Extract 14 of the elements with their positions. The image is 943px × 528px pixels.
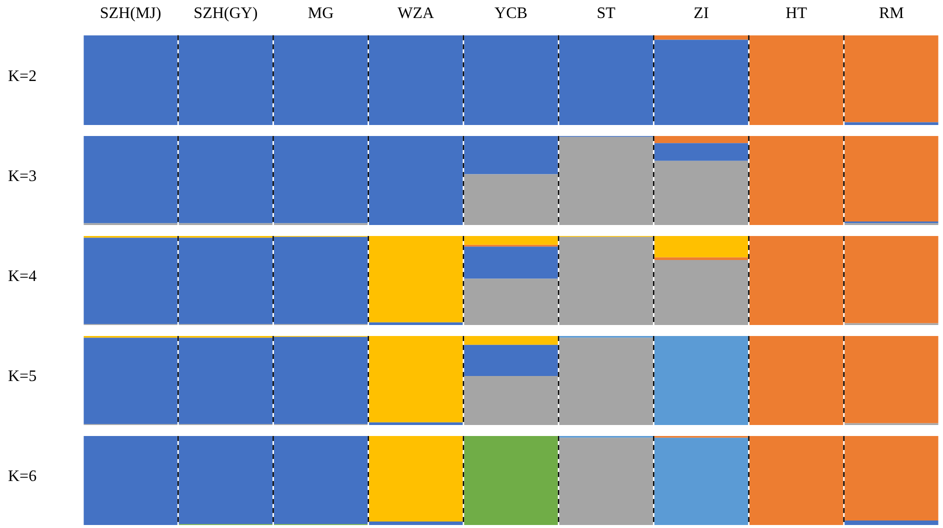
y-axis-title: K=6: [7, 468, 38, 486]
x-tick-label: MG: [308, 4, 334, 22]
x-tick-label: SZH(GY): [194, 4, 258, 22]
x-tick-label: HT: [786, 4, 808, 22]
y-axis-title: K=2: [7, 66, 38, 86]
x-tick-label: ZI: [694, 4, 709, 22]
y-axis-title: K=4: [7, 268, 38, 286]
x-tick-label: ST: [596, 4, 616, 22]
x-tick-label: YCB: [494, 4, 528, 22]
x-tick-label: RM: [878, 4, 904, 22]
y-axis-title: K=5: [7, 368, 38, 386]
y-axis-title: K=3: [7, 168, 38, 186]
x-tick-label: SZH(MJ): [100, 4, 162, 22]
x-tick-label: WZA: [398, 4, 435, 22]
